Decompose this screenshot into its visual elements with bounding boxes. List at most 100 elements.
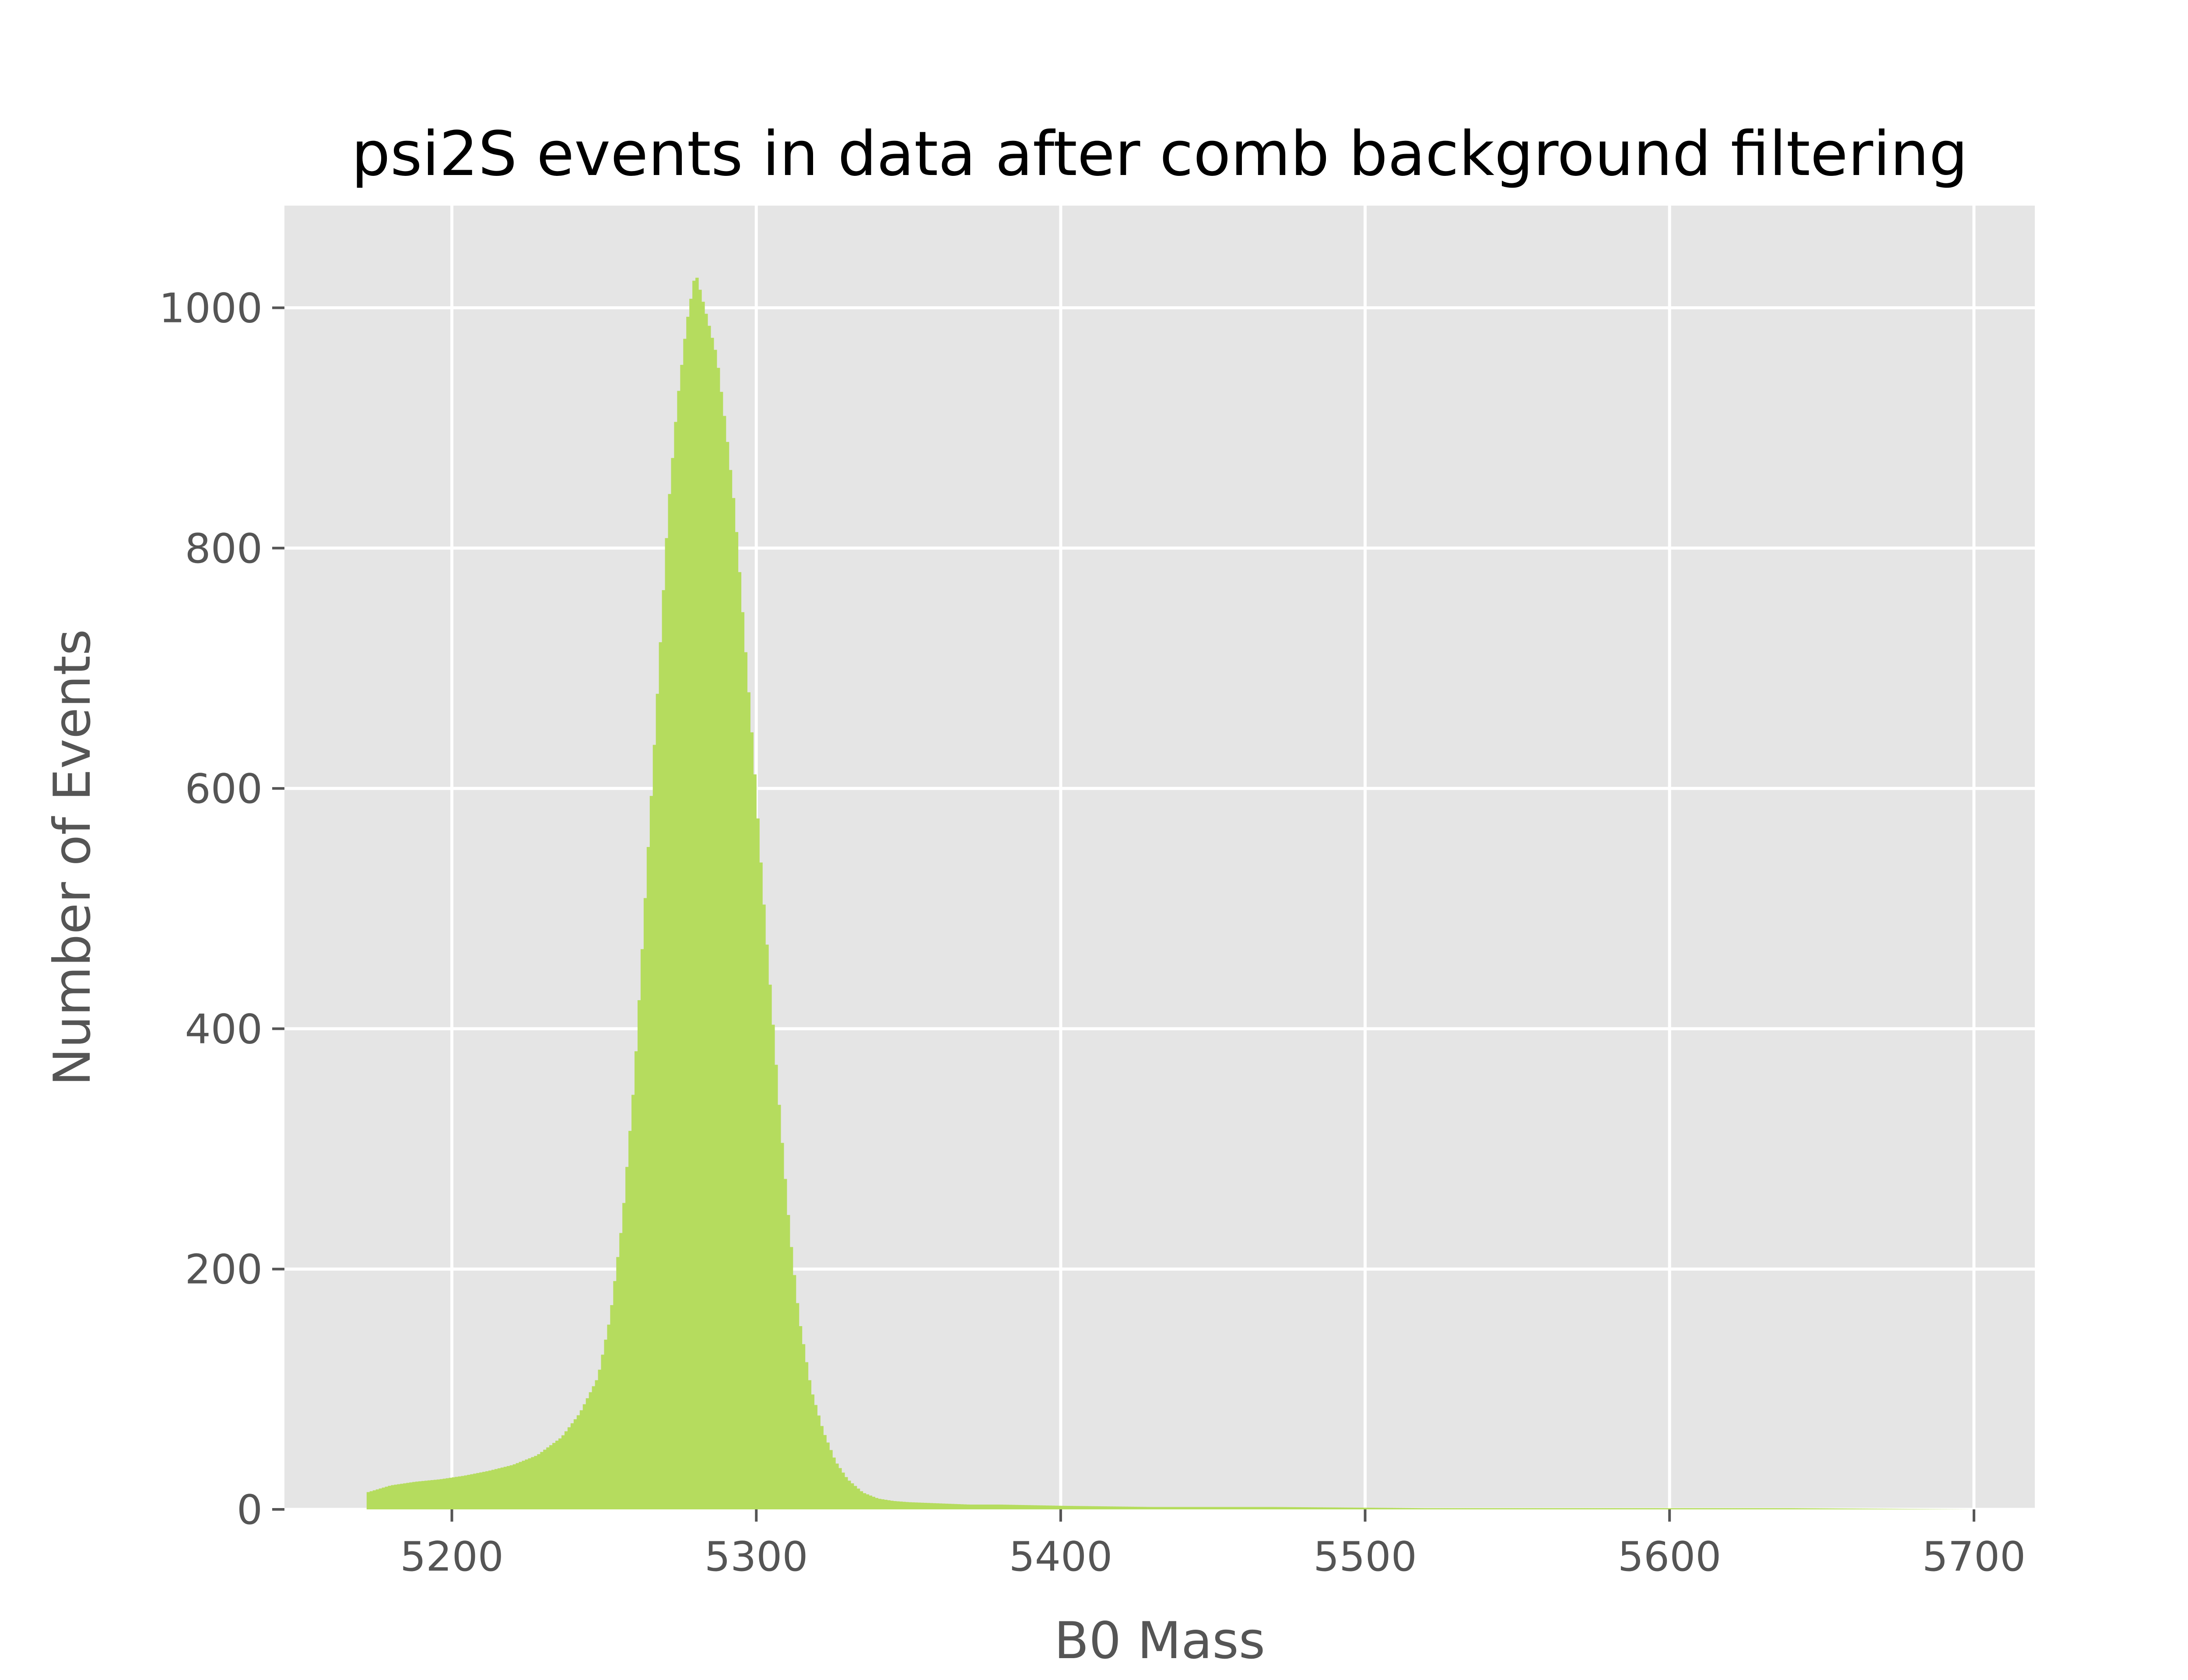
histogram-bar [775, 1064, 778, 1509]
x-tick-label: 5300 [705, 1533, 808, 1580]
histogram-bar [1825, 1508, 1828, 1509]
histogram-bar [1066, 1505, 1070, 1509]
histogram-bar [1861, 1508, 1865, 1509]
histogram-bar [1197, 1507, 1201, 1509]
histogram-bar [1724, 1508, 1728, 1509]
histogram-bar [1703, 1508, 1707, 1509]
histogram-bar [1292, 1507, 1296, 1509]
histogram-bar [1477, 1508, 1481, 1509]
histogram-bar [1520, 1508, 1524, 1509]
histogram-bar [1091, 1506, 1095, 1509]
histogram-bar [1133, 1507, 1137, 1509]
histogram-bar [933, 1503, 936, 1509]
y-tick-label: 200 [185, 1246, 263, 1293]
histogram-bar [1749, 1508, 1752, 1509]
histogram-bar [1152, 1507, 1156, 1509]
histogram-bar [936, 1503, 940, 1509]
histogram-bar [1270, 1507, 1274, 1509]
histogram-bar [993, 1505, 997, 1509]
histogram-bar [1502, 1508, 1506, 1509]
histogram-bar [1673, 1508, 1676, 1509]
histogram-bar [1185, 1507, 1189, 1509]
histogram-bar [388, 1486, 392, 1509]
histogram-bar [1813, 1508, 1816, 1509]
histogram-bar [1657, 1508, 1661, 1509]
histogram-bar [1651, 1508, 1655, 1509]
histogram-bar [1687, 1508, 1691, 1509]
histogram-bar [896, 1501, 900, 1509]
histogram-bar [601, 1354, 605, 1509]
histogram-bar [1383, 1508, 1387, 1509]
histogram-bar [1225, 1507, 1229, 1509]
histogram-bar [1024, 1505, 1027, 1509]
histogram-bar [1572, 1508, 1576, 1509]
histogram-bar [1377, 1508, 1381, 1509]
histogram-bar [1057, 1505, 1061, 1509]
histogram-bar [1663, 1508, 1667, 1509]
histogram-bar [826, 1442, 830, 1509]
x-axis: 5200 5300 5400 5500 5600 5700 [400, 1509, 2026, 1580]
histogram-bar [692, 280, 696, 1510]
histogram-bar [884, 1500, 887, 1509]
histogram-bar [1407, 1508, 1411, 1509]
histogram-bar [385, 1487, 389, 1509]
histogram-bar [1368, 1508, 1372, 1509]
histogram-bar [1307, 1507, 1311, 1509]
histogram-bar [954, 1504, 957, 1509]
histogram-bar [436, 1479, 440, 1509]
histogram-bar [802, 1344, 806, 1509]
histogram-bar [905, 1502, 909, 1509]
histogram-bar [823, 1435, 827, 1509]
histogram-bar [951, 1504, 955, 1509]
histogram-bar [887, 1500, 891, 1509]
histogram-bar [1493, 1508, 1497, 1509]
histogram-bar [1119, 1506, 1122, 1509]
histogram-bar [677, 391, 680, 1509]
histogram-bar [1642, 1508, 1646, 1509]
histogram-bar [1682, 1508, 1685, 1509]
histogram-bar [1231, 1507, 1235, 1509]
histogram-bar [479, 1472, 483, 1509]
histogram-bar [1246, 1507, 1250, 1509]
histogram-bar [1222, 1507, 1226, 1509]
histogram-bar [765, 945, 769, 1509]
histogram-bar [1852, 1508, 1856, 1509]
histogram-bar [1606, 1508, 1609, 1509]
histogram-bar [1365, 1508, 1369, 1509]
histogram-bar [698, 290, 702, 1509]
histogram-bar [1228, 1507, 1232, 1509]
histogram-bar [1432, 1508, 1436, 1509]
histogram-bar [464, 1475, 467, 1509]
histogram-bar [528, 1458, 532, 1509]
histogram-bar [1794, 1508, 1798, 1509]
histogram-bar [729, 470, 733, 1509]
histogram-bar [659, 642, 663, 1509]
histogram-bar [1143, 1507, 1147, 1509]
histogram-bar [1620, 1508, 1624, 1509]
histogram-bar [683, 339, 687, 1509]
histogram-bar [1073, 1506, 1076, 1509]
histogram-bar [1727, 1508, 1731, 1509]
histogram-bar [1176, 1507, 1180, 1509]
histogram-bar [1547, 1508, 1551, 1509]
histogram-bar [1563, 1508, 1567, 1509]
histogram-bar [1115, 1506, 1119, 1509]
x-axis-label: B0 Mass [1054, 1611, 1265, 1670]
histogram-bar [1462, 1508, 1466, 1509]
histogram-bar [1453, 1508, 1457, 1509]
histogram-bar [1645, 1508, 1649, 1509]
histogram-bar [674, 422, 677, 1509]
histogram-bar [1237, 1507, 1241, 1509]
histogram-bar [1006, 1505, 1010, 1509]
histogram-bar [1140, 1507, 1143, 1509]
histogram-bar [866, 1494, 870, 1509]
histogram-bar [1039, 1505, 1043, 1509]
histogram-bar [1718, 1508, 1722, 1509]
histogram-bar [845, 1477, 848, 1509]
histogram-bar [1063, 1505, 1067, 1509]
histogram-bar [1417, 1508, 1420, 1509]
histogram-bar [549, 1445, 553, 1509]
histogram-bar [1130, 1506, 1134, 1509]
histogram-bar [1803, 1508, 1807, 1509]
histogram-bar [768, 984, 772, 1509]
